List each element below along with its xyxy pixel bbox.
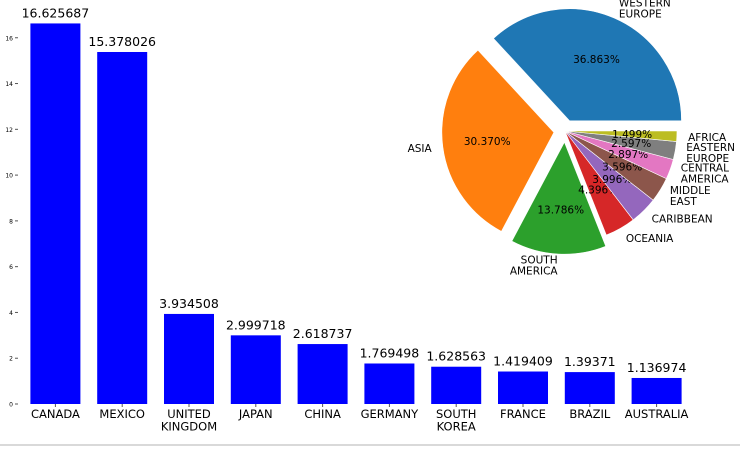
x-tick-label: FRANCE xyxy=(500,407,546,421)
x-tick-label: UNITED KINGDOM xyxy=(161,407,217,434)
pie-category-label: OCEANIA xyxy=(626,233,674,245)
bar-value-label: 1.419409 xyxy=(493,354,553,369)
bar xyxy=(364,363,415,404)
bar-value-label: 1.628563 xyxy=(426,349,486,364)
bar xyxy=(564,372,615,404)
pie-category-label: SOUTH AMERICA xyxy=(510,255,559,278)
pie-category-label: AFRICA xyxy=(688,132,727,144)
pie-pct-label: 30.370% xyxy=(464,136,511,148)
bar-value-label: 1.136974 xyxy=(627,360,687,375)
pie-chart: 36.863% WESTERN EUROPE 30.370% ASIA 13.786% SO… xyxy=(408,0,735,278)
pie-pct-label: 13.786% xyxy=(537,204,584,216)
bar xyxy=(631,377,682,404)
bottom-divider xyxy=(0,444,740,446)
x-tick-label: SOUTH KOREA xyxy=(436,407,476,434)
bar-value-label: 16.625687 xyxy=(22,5,90,20)
pie-category-label: WESTERN EUROPE xyxy=(619,0,671,20)
x-tick-label: MEXICO xyxy=(99,407,145,421)
y-tick-label: 4 xyxy=(9,310,13,317)
pie-slice xyxy=(441,49,555,232)
bar xyxy=(431,366,482,404)
bar xyxy=(498,371,548,404)
x-tick-label: CHINA xyxy=(304,407,341,421)
y-tick-label: 8 xyxy=(9,218,13,225)
y-tick-label: 10 xyxy=(5,173,13,180)
bar-value-label: 1.769498 xyxy=(360,345,420,360)
pie-pct-label: 36.863% xyxy=(573,54,620,66)
y-tick-label: 0 xyxy=(9,402,13,409)
bar xyxy=(97,51,148,404)
pie-slice xyxy=(564,130,678,142)
x-tick-label: GERMANY xyxy=(361,407,420,421)
bar-value-label: 2.618737 xyxy=(293,326,353,341)
pie-slice xyxy=(511,141,607,255)
x-tick-label: AUSTRALIA xyxy=(625,407,689,421)
pie-category-label: CENTRAL AMERICA xyxy=(681,163,730,186)
x-tick-label: CANADA xyxy=(31,407,80,421)
bar-chart: 0 2 4 6 8 10 12 14 16 16.625687 CANADA 15.378026 MEX… xyxy=(5,5,688,433)
bar xyxy=(30,23,81,404)
bar-value-label: 2.999718 xyxy=(226,317,286,332)
bar xyxy=(230,335,281,404)
bar-value-label: 3.934508 xyxy=(159,296,219,311)
bar-value-label: 15.378026 xyxy=(88,34,156,49)
y-tick-label: 14 xyxy=(5,81,13,88)
pie-slice xyxy=(493,8,682,122)
y-tick-label: 16 xyxy=(5,35,13,42)
pie-pct-label: 2.597% xyxy=(611,138,651,150)
y-tick-label: 2 xyxy=(9,356,13,363)
bar xyxy=(297,344,348,404)
pie-category-label: MIDDLE EAST xyxy=(670,185,711,208)
x-tick-label: JAPAN xyxy=(238,407,273,421)
y-tick-label: 6 xyxy=(9,264,13,271)
pie-pct-label: 2.897% xyxy=(608,149,648,161)
pie-category-label: ASIA xyxy=(408,143,433,155)
y-tick-label: 12 xyxy=(5,127,13,134)
pie-category-label: EASTERN EUROPE xyxy=(686,142,735,165)
pie-category-label: CARIBBEAN xyxy=(652,214,713,226)
bar-value-label: 1.39371 xyxy=(564,354,616,369)
pie-pct-label: 1.499% xyxy=(612,129,652,141)
bar xyxy=(164,313,214,404)
x-tick-label: BRAZIL xyxy=(569,407,611,421)
pie-pct-label: 3.596% xyxy=(602,161,642,173)
pie-pct-label: 3.996% xyxy=(592,174,632,186)
